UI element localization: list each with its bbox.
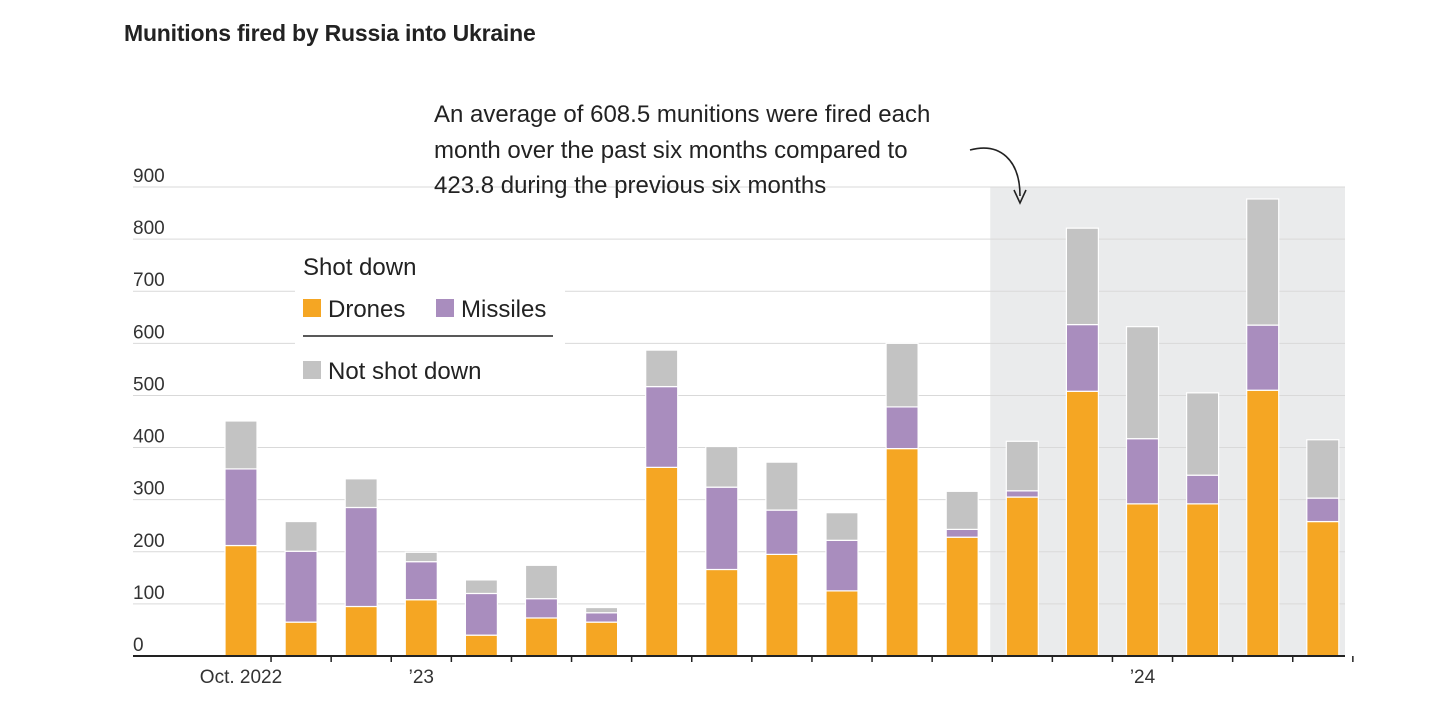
bar-segment-not-shot-down: [705, 445, 739, 488]
legend-swatch-missiles: [436, 299, 454, 317]
bar-segment-missiles: [1065, 323, 1100, 392]
bar-segment-missiles: [1306, 497, 1340, 523]
y-tick-label: 900: [133, 166, 165, 187]
chart-title: Munitions fired by Russia into Ukraine: [124, 20, 536, 46]
bar-segment-drones: [1125, 503, 1160, 657]
bar-segment-not-shot-down: [885, 342, 919, 408]
legend-swatch-drones: [303, 299, 321, 317]
bar-segment-missiles: [705, 486, 739, 571]
bar-segment-drones: [344, 605, 378, 657]
bar-segment-missiles: [284, 550, 318, 623]
bar-segment-missiles: [825, 539, 859, 592]
bar-segment-not-shot-down: [1185, 392, 1220, 476]
bar-segment-not-shot-down: [584, 606, 619, 614]
y-tick-label: 0: [133, 635, 144, 656]
bar-segment-missiles: [1185, 474, 1220, 505]
bar-segment-not-shot-down: [1005, 440, 1039, 492]
bar-segment-drones: [765, 553, 799, 657]
y-tick-label: 800: [133, 218, 165, 239]
legend-label-not-shot-down: Not shot down: [328, 358, 481, 385]
bar-segment-missiles: [584, 612, 619, 623]
bar-segment-missiles: [765, 509, 799, 555]
bar-segment-drones: [885, 447, 919, 657]
bar-segment-drones: [1246, 389, 1280, 657]
annotation-arrowhead: [1013, 189, 1027, 205]
bar-segment-missiles: [1005, 490, 1039, 498]
bar-segment-missiles: [645, 385, 679, 468]
bar-segment-drones: [1185, 503, 1220, 657]
bar-segment-not-shot-down: [825, 512, 859, 541]
bar-segment-drones: [404, 599, 438, 657]
legend-label-missiles: Missiles: [461, 296, 546, 323]
bar-segment-not-shot-down: [404, 551, 438, 563]
y-tick-label: 100: [133, 583, 165, 604]
bar-segment-not-shot-down: [284, 520, 318, 552]
bar-segment-drones: [645, 466, 679, 657]
x-tick-label: ’24: [1130, 667, 1156, 688]
y-tick-label: 700: [133, 270, 165, 291]
bar-segment-drones: [224, 544, 258, 657]
bar-segment-drones: [464, 634, 498, 657]
bar-segment-missiles: [404, 561, 438, 601]
legend-background: [295, 245, 565, 395]
bar-segment-not-shot-down: [464, 579, 498, 595]
bar-segment-not-shot-down: [945, 490, 979, 530]
bar-segment-not-shot-down: [765, 461, 799, 511]
bar-segment-not-shot-down: [224, 420, 258, 470]
annotation-line-3: 423.8 during the previous six months: [434, 172, 826, 199]
highlight-band: [990, 187, 1345, 656]
y-tick-label: 200: [133, 531, 165, 552]
x-tick-label: ’23: [409, 667, 434, 688]
legend-title: Shot down: [303, 254, 416, 281]
bar-segment-not-shot-down: [1306, 439, 1340, 499]
x-tick-label: Oct. 2022: [200, 667, 282, 688]
bar-segment-missiles: [1125, 438, 1160, 505]
bar-segment-missiles: [945, 528, 979, 538]
bar-segment-not-shot-down: [1065, 227, 1100, 326]
bar-segment-drones: [825, 590, 859, 657]
bar-segment-drones: [1005, 496, 1039, 657]
annotation-line-2: month over the past six months compared …: [434, 137, 908, 164]
legend-label-drones: Drones: [328, 296, 405, 323]
bar-segment-not-shot-down: [645, 349, 679, 388]
annotation-line-1: An average of 608.5 munitions were fired…: [434, 101, 930, 128]
bar-segment-missiles: [224, 468, 258, 547]
bar-segment-drones: [584, 621, 619, 657]
bar-segment-drones: [524, 617, 559, 657]
bar-segment-drones: [284, 621, 318, 657]
bar-segment-missiles: [524, 598, 559, 619]
bar-segment-not-shot-down: [344, 478, 378, 509]
bar-segment-missiles: [885, 406, 919, 450]
y-tick-label: 600: [133, 322, 165, 343]
annotation-arrow: [969, 147, 1021, 197]
bar-segment-missiles: [464, 592, 498, 636]
bar-segment-missiles: [1246, 324, 1280, 391]
bar-segment-drones: [705, 568, 739, 657]
bar-segment-drones: [1065, 390, 1100, 657]
bar-segment-drones: [1306, 520, 1340, 657]
y-tick-label: 300: [133, 479, 165, 500]
bar-segment-missiles: [344, 506, 378, 608]
bar-segment-not-shot-down: [1246, 198, 1280, 326]
y-tick-label: 400: [133, 427, 165, 448]
bar-segment-not-shot-down: [1125, 326, 1160, 440]
bar-segment-drones: [945, 536, 979, 657]
bar-segment-not-shot-down: [524, 564, 559, 600]
legend-swatch-not-shot-down: [303, 361, 321, 379]
y-tick-label: 500: [133, 374, 165, 395]
